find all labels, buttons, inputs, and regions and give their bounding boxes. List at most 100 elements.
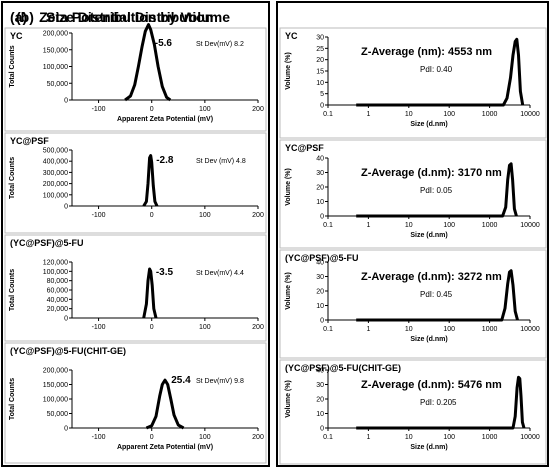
y-tick-label: 0 — [320, 103, 324, 110]
x-tick-label: 100 — [443, 111, 455, 118]
size-panel-header: (b) Size Distribution by Volume — [16, 5, 230, 29]
x-axis-label: Size (d.nm) — [410, 121, 447, 128]
chart-box — [279, 139, 547, 249]
y-axis-label: Volume (%) — [285, 52, 292, 90]
y-axis-label: Volume (%) — [285, 380, 292, 418]
y-tick-label: 50,000 — [47, 411, 69, 418]
chart-zeta-2: YC@PSF 0 100,000 200,000 300,000 400,000 500,0… — [4, 132, 267, 234]
series-line — [356, 269, 519, 322]
x-tick-label: 100 — [199, 324, 211, 331]
pdi-label: PdI: 0.205 — [420, 398, 457, 407]
x-tick-label: 0 — [150, 212, 154, 219]
z-average-label: Z-Average (d.nm): 5476 nm — [361, 379, 502, 391]
stdev-label: St Dev(mV) 4.4 — [196, 270, 244, 277]
series-line — [142, 267, 158, 319]
x-axis-label: Size (d.nm) — [410, 444, 447, 451]
x-tick-label: 0.1 — [323, 111, 333, 118]
panel-letter-a: (a) — [10, 9, 28, 25]
y-axis-label: Total Counts — [9, 157, 16, 199]
y-tick-label: 100,000 — [43, 397, 68, 404]
x-tick-label: 1000 — [482, 111, 498, 118]
x-tick-label: 0 — [150, 434, 154, 441]
peak-label: 25.4 — [171, 375, 191, 386]
y-tick-label: 150,000 — [43, 382, 68, 389]
z-average-label: Z-Average (nm): 4553 nm — [361, 46, 492, 58]
panel-letter-b: (b) — [16, 9, 34, 25]
y-tick-label: 0 — [320, 426, 324, 433]
sample-title: (YC@PSF)@5-FU(CHIT-GE) — [10, 346, 126, 356]
y-tick-label: 40 — [316, 260, 324, 267]
y-tick-label: 0 — [320, 318, 324, 325]
y-tick-label: 20 — [316, 185, 324, 192]
x-tick-label: 1 — [366, 326, 370, 333]
x-tick-label: 100 — [443, 434, 455, 441]
y-tick-label: 20,000 — [47, 306, 69, 313]
x-tick-label: 10 — [405, 222, 413, 229]
y-axis-label: Volume (%) — [285, 168, 292, 206]
x-axis-label: Size (d.nm) — [410, 232, 447, 239]
y-tick-label: 20 — [316, 397, 324, 404]
series-line — [356, 375, 526, 430]
x-tick-label: 100 — [199, 106, 211, 113]
y-tick-label: 20 — [316, 289, 324, 296]
z-average-label: Z-Average (d.nm): 3272 nm — [361, 271, 502, 283]
x-tick-label: 10000 — [520, 434, 540, 441]
chart-box — [279, 359, 547, 465]
y-tick-label: 0 — [64, 98, 68, 105]
x-tick-label: 10000 — [520, 326, 540, 333]
pdi-label: PdI: 0.05 — [420, 186, 453, 195]
series-line — [356, 162, 518, 218]
y-tick-label: 100,000 — [43, 269, 68, 276]
y-tick-label: 50,000 — [47, 81, 69, 88]
chart-size-1: YC 0 5 10 15 20 25 30 0.1 1 10 100 1000 10000 Volume (… — [279, 27, 547, 139]
stdev-label: St Dev(mV) 8.2 — [196, 41, 244, 48]
y-tick-label: 200,000 — [43, 31, 68, 38]
y-tick-label: 20 — [316, 57, 324, 64]
pdi-label: PdI: 0.45 — [420, 290, 453, 299]
y-tick-label: 10 — [316, 411, 324, 418]
x-tick-label: -100 — [92, 212, 106, 219]
x-tick-label: 0 — [150, 106, 154, 113]
x-tick-label: 1000 — [482, 434, 498, 441]
series-line — [356, 37, 525, 107]
chart-box — [279, 249, 547, 359]
chart-size-3: (YC@PSF)@5-FU 0 10 20 30 40 0.1 1 10 100 1000 10000… — [279, 249, 547, 359]
zeta-panel-header: (a) Zeta Potential Distribution — [10, 5, 213, 29]
x-tick-label: 200 — [252, 434, 264, 441]
y-tick-label: 40,000 — [47, 297, 69, 304]
x-tick-label: 10000 — [520, 111, 540, 118]
y-tick-label: 15 — [316, 69, 324, 76]
y-axis-label: Total Counts — [9, 378, 16, 420]
y-tick-label: 100,000 — [43, 64, 68, 71]
sample-title: YC@PSF — [10, 136, 49, 146]
y-tick-label: 0 — [64, 204, 68, 211]
sample-title: YC@PSF — [285, 143, 324, 153]
y-tick-label: 200,000 — [43, 181, 68, 188]
x-tick-label: -100 — [92, 324, 106, 331]
y-tick-label: 400,000 — [43, 159, 68, 166]
peak-label: -2.8 — [156, 155, 174, 166]
y-tick-label: 100,000 — [43, 192, 68, 199]
chart-size-4: (YC@PSF)@5-FU(CHIT-GE) 0 10 20 30 40 0.1 1 10 100… — [279, 359, 547, 465]
y-tick-label: 30 — [316, 35, 324, 42]
sample-title: YC — [285, 31, 298, 41]
x-axis-label: Apparent Zeta Potential (mV) — [117, 116, 213, 123]
y-tick-label: 500,000 — [43, 148, 68, 155]
peak-label: -5.6 — [155, 38, 173, 49]
z-average-label: Z-Average (d.nm): 3170 nm — [361, 167, 502, 179]
peak-label: -3.5 — [156, 267, 174, 278]
chart-zeta-4: (YC@PSF)@5-FU(CHIT-GE) 0 50,000 100,000 150,… — [4, 342, 267, 464]
x-tick-label: 10 — [405, 326, 413, 333]
x-tick-label: -100 — [92, 106, 106, 113]
x-axis-label: Size (d.nm) — [410, 336, 447, 343]
chart-box — [279, 27, 547, 139]
series-line — [145, 378, 185, 430]
x-tick-label: 10 — [405, 111, 413, 118]
x-tick-label: -100 — [92, 434, 106, 441]
sample-title: YC — [10, 31, 23, 41]
y-tick-label: 25 — [316, 46, 324, 53]
stdev-label: St Dev(mV) 9.8 — [196, 378, 244, 385]
y-tick-label: 60,000 — [47, 288, 69, 295]
y-tick-label: 10 — [316, 303, 324, 310]
